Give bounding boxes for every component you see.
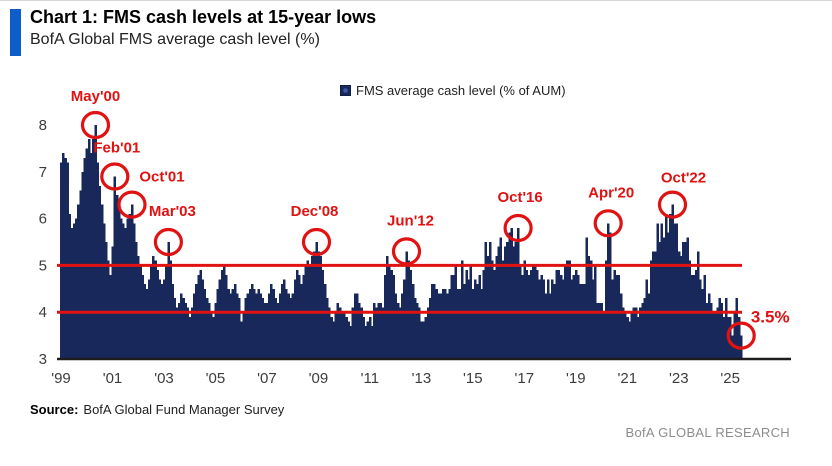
annotation-label: Mar'03 xyxy=(149,203,196,220)
annotation-circle xyxy=(80,110,111,140)
y-tick-label: 5 xyxy=(39,257,47,274)
accent-bar xyxy=(10,9,21,56)
source-text: BofA Global Fund Manager Survey xyxy=(83,402,285,417)
annotation-mar03: Mar'03 xyxy=(149,203,196,257)
y-tick-label: 4 xyxy=(39,304,47,321)
annotation-label: Dec'08 xyxy=(291,203,339,220)
annotation-feb01: Feb'01 xyxy=(93,140,140,191)
annotation-label: Oct'22 xyxy=(661,170,706,187)
annotation-oct01: Oct'01 xyxy=(117,169,185,219)
y-tick-label: 7 xyxy=(39,164,47,181)
x-tick-label: '19 xyxy=(566,370,586,387)
cash-level-chart: 3 4 5 6 7 8 '99 '01 '03 '05 '07 '09 '11 '13 '15 '17 '19 '… xyxy=(39,88,791,387)
x-tick-label: '13 xyxy=(412,370,432,387)
source-line: Source: BofA Global Fund Manager Survey xyxy=(30,402,284,417)
annotation-oct22: Oct'22 xyxy=(657,170,706,219)
x-tick-label: '23 xyxy=(669,370,689,387)
annotation-jun12: Jun'12 xyxy=(387,212,434,266)
y-tick-label: 6 xyxy=(39,211,47,228)
annotation-label: 3.5% xyxy=(751,308,790,327)
annotation-35: 3.5% xyxy=(726,308,790,350)
annotation-may00: May'00 xyxy=(71,88,120,140)
chart-legend: FMS average cash level (% of AUM) xyxy=(340,83,566,98)
y-tick-label: 3 xyxy=(39,351,47,368)
brand-text: BofA GLOBAL RESEARCH xyxy=(625,425,790,440)
x-tick-label: '99 xyxy=(51,370,71,387)
source-label: Source: xyxy=(30,402,79,417)
y-tick-label: 8 xyxy=(39,117,47,134)
annotation-label: Oct'16 xyxy=(497,189,542,206)
annotation-circle xyxy=(503,213,533,243)
x-tick-label: '17 xyxy=(515,370,535,387)
x-tick-label: '01 xyxy=(103,370,123,387)
annotation-label: Oct'01 xyxy=(139,169,184,186)
title-block: Chart 1: FMS cash levels at 15-year lows… xyxy=(30,6,376,51)
annotation-circle xyxy=(726,321,756,350)
x-tick-label: '11 xyxy=(361,370,379,387)
x-tick-label: '09 xyxy=(309,370,329,387)
annotation-circle xyxy=(301,227,332,257)
annotation-oct16: Oct'16 xyxy=(497,189,543,243)
x-tick-label: '25 xyxy=(720,370,740,387)
annotation-dec08: Dec'08 xyxy=(291,203,339,257)
x-tick-label: '15 xyxy=(463,370,483,387)
annotation-circle xyxy=(593,209,623,238)
cash-level-bars xyxy=(60,125,743,359)
chart-title: Chart 1: FMS cash levels at 15-year lows xyxy=(30,7,377,27)
annotation-apr20: Apr'20 xyxy=(588,184,634,238)
chart-subtitle: BofA Global FMS average cash level (%) xyxy=(30,31,320,49)
annotation-label: May'00 xyxy=(71,88,120,105)
legend-swatch-icon xyxy=(340,85,351,96)
x-tick-label: '05 xyxy=(206,370,226,387)
annotation-label: Feb'01 xyxy=(93,140,140,157)
annotation-circle xyxy=(153,227,183,257)
annotation-label: Jun'12 xyxy=(387,212,434,229)
annotation-circle xyxy=(100,162,130,191)
annotation-circle xyxy=(657,190,688,219)
x-tick-label: '21 xyxy=(618,370,638,387)
x-tick-label: '07 xyxy=(257,370,277,387)
annotation-circle xyxy=(391,237,422,266)
annotation-label: Apr'20 xyxy=(588,184,634,201)
legend-label: FMS average cash level (% of AUM) xyxy=(356,83,566,98)
x-tick-label: '03 xyxy=(154,370,174,387)
annotation-circle xyxy=(117,190,147,219)
